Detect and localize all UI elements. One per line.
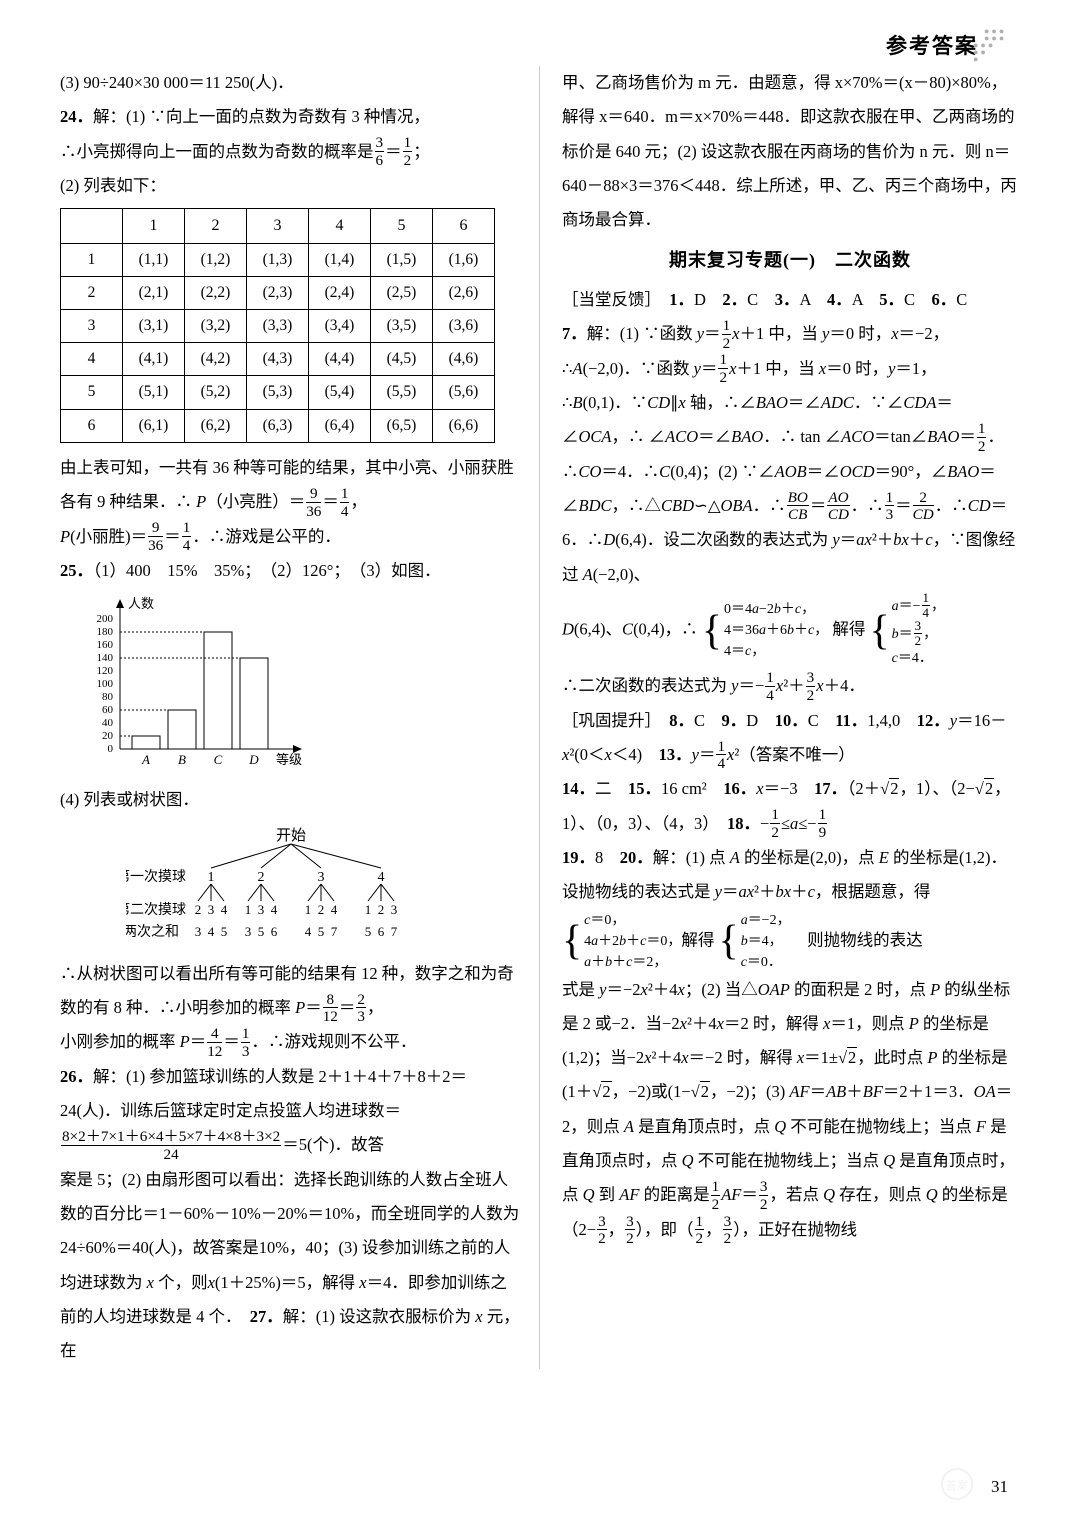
- page-number: 答案 31: [930, 1467, 1008, 1506]
- q26b: 案是 5；(2) 由扇形图可以看出：选择长跑训练的人数占全班人数的百分比＝1－6…: [60, 1163, 521, 1369]
- r5: 14．二 15．16 cm² 16．x＝−3 17．（2＋√2，1）、（2−√2…: [562, 772, 1018, 841]
- q24c: (2) 列表如下：: [60, 169, 521, 203]
- r2: ［当堂反馈］ 1．D 2．C 3．A 4．A 5．C 6．C: [562, 283, 1018, 317]
- svg-text:人数: 人数: [128, 596, 154, 611]
- bar-chart: 0 20 40 60 80 100 120 140 160 180 200: [80, 594, 521, 781]
- r6a: 19．8 20．解：(1) 点 A 的坐标是(2,0)，点 E 的坐标是(1,2…: [562, 841, 1018, 973]
- svg-text:120: 120: [97, 665, 114, 677]
- svg-text:1: 1: [304, 902, 311, 917]
- q26frac: 8×2＋7×1＋6×4＋5×7＋4×8＋3×224＝5(个)．故答: [60, 1128, 521, 1162]
- svg-text:140: 140: [97, 652, 114, 664]
- svg-text:答案: 答案: [946, 1478, 968, 1492]
- svg-text:3: 3: [194, 924, 201, 939]
- svg-text:3: 3: [317, 870, 324, 885]
- svg-text:180: 180: [97, 626, 114, 638]
- columns: (3) 90÷240×30 000＝11 250(人)． 24．解：(1) ∵向…: [60, 66, 1018, 1369]
- q24d: 由上表可知，一共有 36 种等可能的结果，其中小亮、小丽获胜各有 9 种结果．∴…: [60, 451, 521, 520]
- svg-text:3: 3: [390, 902, 397, 917]
- page-num-text: 31: [991, 1477, 1008, 1497]
- svg-text:3: 3: [207, 902, 214, 917]
- q25c: ∴从树状图可以看出所有等可能的结果有 12 种，数字之和为奇数的有 8 种．∴小…: [60, 957, 521, 1026]
- svg-text:第二次摸球: 第二次摸球: [126, 901, 186, 918]
- r3h: D(6,4)、C(0,4)，∴ {0＝4a−2b＋c，4＝36a＋6b＋c，4＝…: [562, 592, 1018, 670]
- svg-text:B: B: [178, 752, 186, 767]
- svg-text:0: 0: [108, 743, 114, 755]
- left-column: (3) 90÷240×30 000＝11 250(人)． 24．解：(1) ∵向…: [60, 66, 539, 1369]
- svg-text:C: C: [214, 752, 223, 767]
- svg-text:第一次摸球: 第一次摸球: [126, 868, 186, 885]
- svg-text:3: 3: [244, 924, 251, 939]
- q24b: ∴小亮掷得向上一面的点数为奇数的概率是36＝12；: [60, 135, 521, 169]
- q26a: 26．解：(1) 参加篮球训练的人数是 2＋1＋4＋7＋8＋2＝24(人)．训练…: [60, 1060, 521, 1129]
- q24e: P(小丽胜)＝936＝14．∴游戏是公平的．: [60, 520, 521, 554]
- svg-text:2: 2: [194, 902, 201, 917]
- svg-text:D: D: [248, 752, 259, 767]
- q23c: (3) 90÷240×30 000＝11 250(人)．: [60, 66, 521, 100]
- svg-text:5: 5: [257, 924, 264, 939]
- svg-text:3: 3: [257, 902, 264, 917]
- dots-logo: ●●● ●●●●●●●●●: [973, 28, 1013, 68]
- tree-diagram: 开始 1 2 3 4 234: [60, 826, 521, 949]
- q25a: 25．（1）400 15% 35%； （2）126°； （3）如图．: [60, 554, 521, 588]
- svg-text:2: 2: [257, 870, 264, 885]
- watermark-icon: 答案: [930, 1467, 985, 1506]
- svg-text:5: 5: [220, 924, 227, 939]
- probability-table: 123456 1(1,1)(1,2)(1,3)(1,4)(1,5)(1,6) 2…: [60, 208, 495, 443]
- svg-text:160: 160: [97, 639, 114, 651]
- r3a: 7．解：(1) ∵函数 y＝12x＋1 中，当 y＝0 时，x＝−2，: [562, 317, 1018, 351]
- svg-text:200: 200: [97, 613, 114, 625]
- svg-text:A: A: [141, 752, 150, 767]
- right-column: 甲、乙商场售价为 m 元．由题意，得 x×70%＝(x－80)×80%，解得 x…: [539, 66, 1018, 1369]
- section-title: 期末复习专题(一) 二次函数: [562, 242, 1018, 279]
- svg-text:2: 2: [377, 902, 384, 917]
- q25d: 小刚参加的概率 P＝412＝13．∴游戏规则不公平．: [60, 1025, 521, 1059]
- answer-header: 参考答案: [60, 30, 1018, 60]
- svg-text:4: 4: [330, 902, 337, 917]
- r1: 甲、乙商场售价为 m 元．由题意，得 x×70%＝(x－80)×80%，解得 x…: [562, 66, 1018, 238]
- svg-text:100: 100: [97, 678, 114, 690]
- r3e: ∴B(0,1)．∵CD∥x 轴，∴∠BAO＝∠ADC．∵∠CDA＝∠OCA，∴ …: [562, 386, 1018, 592]
- svg-text:4: 4: [270, 902, 277, 917]
- r3i: ∴二次函数的表达式为 y＝−14x²＋32x＋4．: [562, 669, 1018, 703]
- r4: ［巩固提升］ 8．C 9．D 10．C 11．1,4,0 12．y＝16－x²(…: [562, 704, 1018, 773]
- svg-text:2: 2: [317, 902, 324, 917]
- svg-text:4: 4: [304, 924, 311, 939]
- svg-text:4: 4: [377, 870, 384, 885]
- svg-text:1: 1: [207, 870, 214, 885]
- svg-text:两次之和: 两次之和: [126, 924, 179, 940]
- q24a: 24．解：(1) ∵向上一面的点数为奇数有 3 种情况，: [60, 100, 521, 134]
- r3c: ∴A(−2,0)．∵函数 y＝12x＋1 中，当 x＝0 时，y＝1，: [562, 352, 1018, 386]
- svg-text:80: 80: [102, 691, 114, 703]
- svg-text:6: 6: [270, 924, 277, 939]
- page: ●●● ●●●●●●●●● 参考答案 (3) 90÷240×30 000＝11 …: [0, 0, 1068, 1536]
- svg-text:开始: 开始: [275, 827, 305, 844]
- svg-text:40: 40: [102, 717, 114, 729]
- svg-text:7: 7: [390, 924, 397, 939]
- svg-text:4: 4: [207, 924, 214, 939]
- svg-text:60: 60: [102, 704, 114, 716]
- r6b: 式是 y＝−2x²＋4x；(2) 当△OAP 的面积是 2 时，点 P 的纵坐标…: [562, 973, 1018, 1248]
- svg-text:4: 4: [220, 902, 227, 917]
- svg-text:1: 1: [364, 902, 371, 917]
- svg-text:20: 20: [102, 730, 114, 742]
- q25b: (4) 列表或树状图．: [60, 783, 521, 817]
- svg-text:7: 7: [330, 924, 337, 939]
- svg-text:5: 5: [317, 924, 324, 939]
- svg-text:1: 1: [244, 902, 251, 917]
- svg-text:5: 5: [364, 924, 371, 939]
- svg-text:等级: 等级: [276, 752, 302, 767]
- svg-text:6: 6: [377, 924, 384, 939]
